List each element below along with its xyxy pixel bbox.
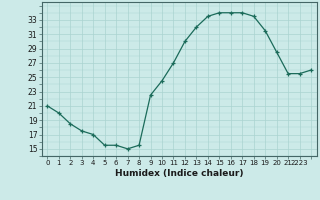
X-axis label: Humidex (Indice chaleur): Humidex (Indice chaleur) (115, 169, 244, 178)
